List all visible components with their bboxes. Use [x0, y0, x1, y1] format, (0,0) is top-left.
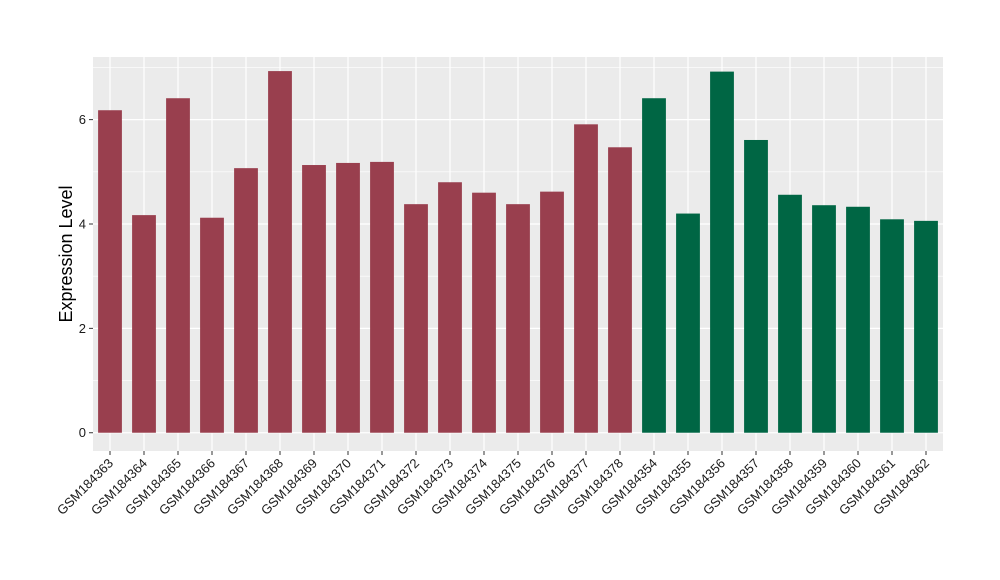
bar-GSM184358 [778, 194, 802, 433]
bar-GSM184368 [268, 71, 292, 433]
bar-GSM184361 [880, 219, 904, 433]
bars [98, 71, 938, 433]
bar-GSM184359 [812, 205, 836, 433]
bar-GSM184374 [472, 192, 496, 433]
x-axis: GSM184363GSM184364GSM184365GSM184366GSM1… [54, 451, 932, 518]
bar-GSM184373 [438, 182, 462, 433]
bar-GSM184354 [642, 98, 666, 433]
y-axis-title: Expression Level [56, 185, 76, 322]
bar-GSM184370 [336, 162, 360, 433]
bar-GSM184369 [302, 165, 326, 433]
y-tick-label: 2 [79, 321, 86, 336]
bar-GSM184362 [914, 220, 938, 433]
y-tick-label: 0 [79, 425, 86, 440]
bar-GSM184357 [744, 139, 768, 433]
bar-GSM184376 [540, 191, 564, 433]
bar-GSM184371 [370, 161, 394, 433]
bar-GSM184356 [710, 71, 734, 433]
y-axis: 0 2 4 6 [79, 112, 93, 440]
y-tick-label: 4 [79, 216, 86, 231]
bar-GSM184367 [234, 168, 258, 433]
bar-GSM184364 [132, 215, 156, 433]
bar-GSM184355 [676, 213, 700, 433]
bar-GSM184365 [166, 98, 190, 433]
bar-GSM184377 [574, 124, 598, 433]
bar-GSM184366 [200, 217, 224, 433]
bar-GSM184363 [98, 110, 122, 433]
bar-GSM184372 [404, 204, 428, 433]
y-tick-label: 6 [79, 112, 86, 127]
bar-GSM184375 [506, 204, 530, 433]
bar-GSM184360 [846, 206, 870, 433]
bar-GSM184378 [608, 147, 632, 433]
